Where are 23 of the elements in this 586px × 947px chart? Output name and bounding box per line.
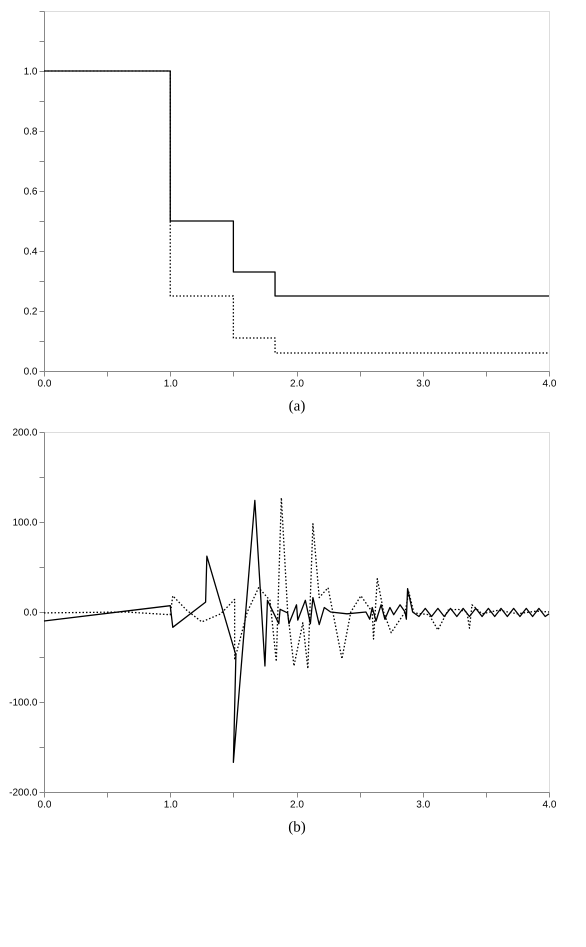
x-tick-label: 2.0 [290,800,304,810]
x-tick-label: 1.0 [164,800,178,810]
y-tick-label: -200.0 [9,788,38,798]
x-tick-label: 4.0 [542,800,557,810]
y-tick-label: 0.8 [24,126,38,138]
y-tick-label: 1.0 [24,66,38,78]
x-tick-label: 0.0 [38,378,52,390]
y-tick-label: 0.4 [24,246,38,258]
x-axis-title: (b) [288,820,306,836]
y-tick-label: -100.0 [9,698,38,708]
y-tick-label: 0.0 [24,366,38,378]
y-tick-label: 0.0 [24,608,38,618]
x-tick-label: 1.0 [164,378,178,390]
x-tick-label: 3.0 [416,378,431,390]
x-tick-label: 0.0 [38,800,52,810]
y-tick-label: 0.6 [24,186,38,198]
x-tick-label: 3.0 [416,800,431,810]
y-tick-label: 100.0 [12,518,38,528]
x-tick-label: 2.0 [290,378,304,390]
x-axis-title: (a) [288,398,306,414]
y-tick-label: 0.2 [24,306,38,318]
y-tick-label: 200.0 [12,428,38,438]
x-tick-label: 4.0 [542,378,557,390]
